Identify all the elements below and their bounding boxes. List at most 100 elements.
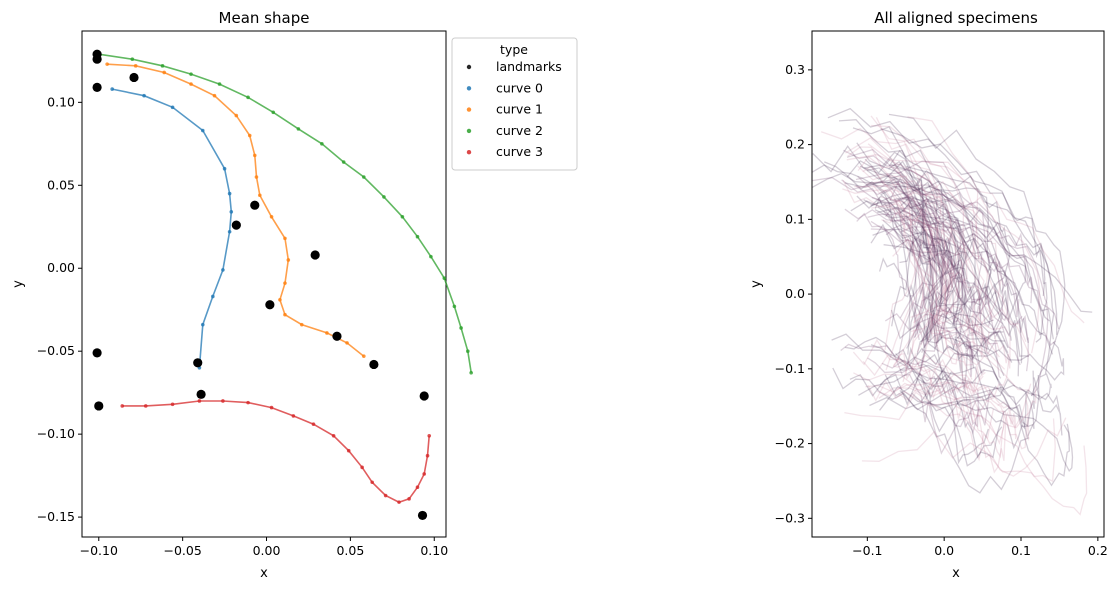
specimen-curve <box>890 309 968 390</box>
specimen-curve <box>888 113 1066 396</box>
specimen-curve <box>914 250 947 330</box>
specimen-curve <box>879 178 1023 364</box>
aligned-specimens-panel: All aligned specimens −0.1 0.0 0.1 0.2−0.3−… <box>749 9 1108 581</box>
legend-title: type <box>500 42 528 57</box>
specimen-curve <box>879 385 1074 473</box>
specimen-curve <box>886 199 931 355</box>
specimen-curve <box>843 149 1056 347</box>
series-point-curve-1 <box>286 258 291 262</box>
series-point-curve-2 <box>459 326 463 330</box>
series-point-curve-3 <box>425 453 430 458</box>
specimen-curve <box>920 239 1000 315</box>
specimen-curve <box>895 206 976 345</box>
x-tick-label: 0.05 <box>336 543 364 558</box>
specimen-curve <box>895 344 1035 427</box>
mean-shape-title: Mean shape <box>219 9 310 27</box>
legend-entry: landmarks <box>496 59 562 74</box>
aligned-specimens-ylabel: y <box>749 280 764 288</box>
specimen-curve <box>812 172 1093 313</box>
specimen-curve <box>888 149 1006 342</box>
series-point-curve-3 <box>291 414 296 418</box>
aligned-specimens-title: All aligned specimens <box>874 9 1038 27</box>
specimen-curve <box>870 185 1048 343</box>
specimen-curve <box>867 143 989 359</box>
specimen-curve <box>838 119 999 381</box>
specimen-curve <box>850 200 938 347</box>
series-point-curve-2 <box>246 95 250 100</box>
specimen-curve <box>847 146 1031 356</box>
specimen-curve <box>922 187 1011 295</box>
specimen-curve <box>877 206 1012 341</box>
specimen-curve <box>898 203 1030 358</box>
mean-shape-legend: type landmarks curve 0 curve 1 curve 2 curve… <box>451 37 578 171</box>
specimen-curve <box>901 197 1029 344</box>
series-point-curve-1 <box>247 133 252 138</box>
series-point-curve-0 <box>200 322 205 327</box>
landmark-point <box>310 250 320 260</box>
mean-shape-data <box>92 49 473 521</box>
specimen-curve <box>861 430 1088 516</box>
specimen-curve <box>890 163 957 349</box>
series-point-curve-2 <box>130 57 135 62</box>
specimen-curve <box>897 198 983 374</box>
series-line-curve-1 <box>107 63 365 357</box>
specimen-curve <box>921 341 1065 386</box>
specimen-curve <box>899 234 1009 349</box>
legend-entry: curve 0 <box>496 80 543 95</box>
specimen-curve <box>844 208 1003 325</box>
y-tick-label: 0.0 <box>785 286 805 301</box>
legend-marker <box>466 64 472 70</box>
specimen-curve <box>879 364 1040 440</box>
specimen-curve <box>877 207 953 342</box>
specimen-curve <box>841 179 920 341</box>
specimen-curve <box>900 218 1009 322</box>
specimen-curve <box>846 153 957 382</box>
specimen-curve <box>867 380 1067 477</box>
specimen-curve <box>910 315 984 395</box>
specimen-curve <box>881 210 962 298</box>
specimen-curve <box>913 310 1011 369</box>
legend-marker <box>466 86 472 91</box>
series-point-curve-3 <box>346 448 351 453</box>
series-point-curve-1 <box>133 64 138 68</box>
specimen-curve <box>842 179 1000 358</box>
specimen-curve <box>911 369 1052 403</box>
specimen-curve <box>866 167 976 350</box>
specimen-curve <box>906 165 993 355</box>
specimen-curve <box>900 213 977 326</box>
legend-entry: curve 3 <box>496 144 543 159</box>
series-point-curve-1 <box>283 281 287 285</box>
series-point-curve-3 <box>397 500 401 504</box>
landmark-point <box>419 391 429 401</box>
series-point-curve-3 <box>360 465 364 470</box>
series-point-curve-1 <box>283 236 287 241</box>
landmark-point <box>250 200 260 210</box>
legend-marker <box>466 128 472 134</box>
landmark-point <box>332 331 342 341</box>
specimen-curve <box>899 202 953 319</box>
specimen-curve <box>872 184 994 322</box>
series-line-curve-0 <box>112 88 233 368</box>
specimen-curve <box>914 214 969 315</box>
specimen-curve <box>852 126 1005 376</box>
specimen-curve <box>872 228 1020 377</box>
series-point-curve-1 <box>278 297 282 302</box>
specimen-curve <box>918 172 974 366</box>
landmark-point <box>129 72 139 83</box>
series-point-curve-3 <box>197 399 202 403</box>
specimen-curve <box>929 204 986 376</box>
series-point-curve-2 <box>217 82 222 86</box>
landmark-point <box>369 359 379 370</box>
specimen-curve <box>878 374 1017 440</box>
series-point-curve-0 <box>170 105 175 110</box>
x-tick-label: 0.0 <box>934 543 954 558</box>
series-point-curve-1 <box>258 193 262 198</box>
series-point-curve-0 <box>227 229 232 234</box>
specimen-curve <box>884 368 1027 450</box>
specimen-curve <box>846 148 1004 379</box>
series-point-curve-2 <box>271 110 276 115</box>
specimen-curve <box>874 209 938 355</box>
series-point-curve-0 <box>227 191 232 196</box>
legend-items: landmarks curve 0 curve 1 curve 2 curve 3 <box>466 59 562 159</box>
